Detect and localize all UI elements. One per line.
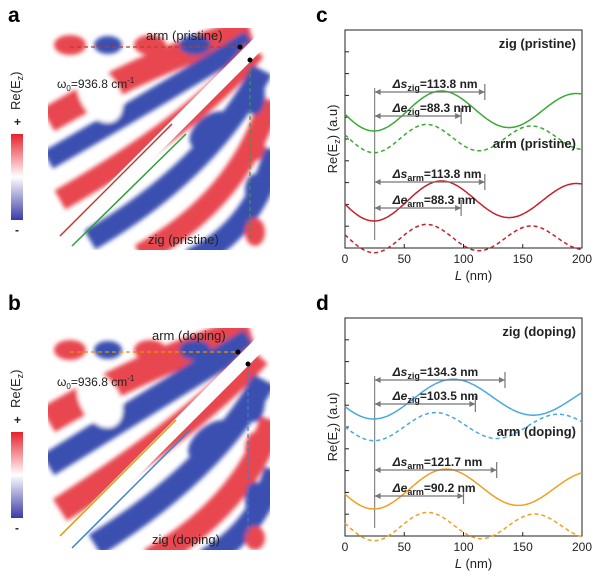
d-series-label: zig (doping) [502,324,576,339]
c-series-label: zig (pristine) [499,36,576,51]
d-xtick-label: 0 [342,540,349,554]
d-xtick-label: 50 [398,540,412,554]
d-series-line-3 [344,511,583,542]
d-annotation-arrowhead-right [457,493,464,499]
d-series-label: arm (doping) [497,424,576,439]
arm-edge-line-a [59,123,173,237]
diagonal-edge-b [48,337,267,550]
colorbar-b-minus: - [15,521,19,535]
c-annotation-label: Δszig=113.8 nm [392,77,478,93]
d-xtick-label: 150 [513,540,533,554]
colorbar-a-plus: + [14,115,21,129]
c-annotation-arrowhead-left [374,113,381,119]
arm-label-a: arm (pristine) [146,28,223,43]
colorbar-a-title: Re(Ez) [8,72,25,110]
d-annotation-arrowhead-left [374,467,381,473]
c-xtick-label: 100 [453,252,473,266]
d-annotation-arrowhead-right [469,401,476,407]
c-series-label: arm (pristine) [493,136,576,151]
c-annotation-arrowhead-left [374,89,381,95]
c-annotation-arrowhead-left [374,179,381,185]
field-map-a [48,28,270,250]
panel-b: b Re(Ez) + - [8,292,270,550]
c-annotation-label: Δearm=88.3 nm [392,193,476,209]
panel-a-letter: a [8,4,20,27]
arm-edge-line-b [59,419,177,537]
c-xtick-label: 0 [342,252,349,266]
c-series-line-3 [344,223,583,254]
zig-label-a: zig (pristine) [148,232,219,247]
c-annotation-arrowhead-right [478,89,485,95]
d-series-line-2 [344,468,583,510]
c-xtick-label: 50 [398,252,412,266]
source-dot-b2 [245,361,251,367]
zig-edge-line-b [71,429,191,549]
omega-label-a: ω0=936.8 cm-1 [57,76,135,93]
field-map-b [48,328,270,550]
c-xlabel: L (nm) [455,268,492,283]
chart-d: 0 50 100 150 200 L (nm) Re(Ez) (a.u) zig (dopin… [325,317,592,571]
colorbar-b-title: Re(Ez) [8,370,25,408]
c-xtick-label: 200 [572,252,592,266]
c-annotation-label: Δsarm=113.8 nm [392,167,482,183]
c-annotation-arrowhead-right [455,113,462,119]
panel-a: a Re(Ez) + - [8,4,270,250]
d-xtick-label: 200 [572,540,592,554]
colorbar-a-gradient [11,134,23,220]
d-xtick-label: 100 [453,540,473,554]
chart-c: 0 50 100 150 200 L (nm) Re(Ez) (a.u) zig (prist… [325,29,592,283]
c-annotation-arrowhead-left [374,205,381,211]
c-xtick-label: 150 [513,252,533,266]
panel-b-letter: b [8,292,21,315]
source-dot-b1 [235,349,241,355]
colorbar-b-gradient [11,432,23,518]
c-series-line-0 [344,90,583,132]
c-series-line-2 [344,180,583,222]
d-xlabel: L (nm) [455,556,492,571]
d-annotation-arrowhead-left [374,493,381,499]
c-annotation-arrowhead-right [478,179,485,185]
c-series-line-1 [344,123,583,154]
colorbar-a-minus: - [15,223,19,237]
d-annotation-label: Δezig=103.5 nm [392,389,479,405]
zig-label-b: zig (doping) [152,532,220,547]
d-annotation-label: Δsarm=121.7 nm [392,455,483,471]
source-dot-a2 [247,57,253,63]
d-annotation-arrowhead-left [374,377,381,383]
d-series-line-1 [344,411,583,442]
d-annotation-label: Δszig=134.3 nm [392,365,479,381]
omega-label-b: ω0=936.8 cm-1 [57,374,135,391]
zig-edge-line-a [71,133,187,247]
source-dot-a1 [237,44,243,50]
c-annotation-arrowhead-right [455,205,462,211]
d-annotation-arrowhead-left [374,401,381,407]
c-annotation-label: Δezig=88.3 nm [392,101,472,117]
d-annotation-arrowhead-right [498,377,505,383]
d-annotation-arrowhead-right [490,467,497,473]
c-ylabel: Re(Ez) (a.u) [325,105,342,174]
colorbar-b-plus: + [14,413,21,427]
arm-label-b: arm (doping) [152,328,226,343]
d-ylabel: Re(Ez) (a.u) [325,393,342,462]
d-annotation-label: Δearm=90.2 nm [392,481,476,497]
panel-c-letter: c [316,4,328,27]
diagonal-edge-a [48,35,267,250]
colorbar-b: Re(Ez) + - [8,370,25,535]
colorbar-a: Re(Ez) + - [8,72,25,237]
panel-d-letter: d [316,292,329,315]
d-series-line-0 [344,378,583,420]
